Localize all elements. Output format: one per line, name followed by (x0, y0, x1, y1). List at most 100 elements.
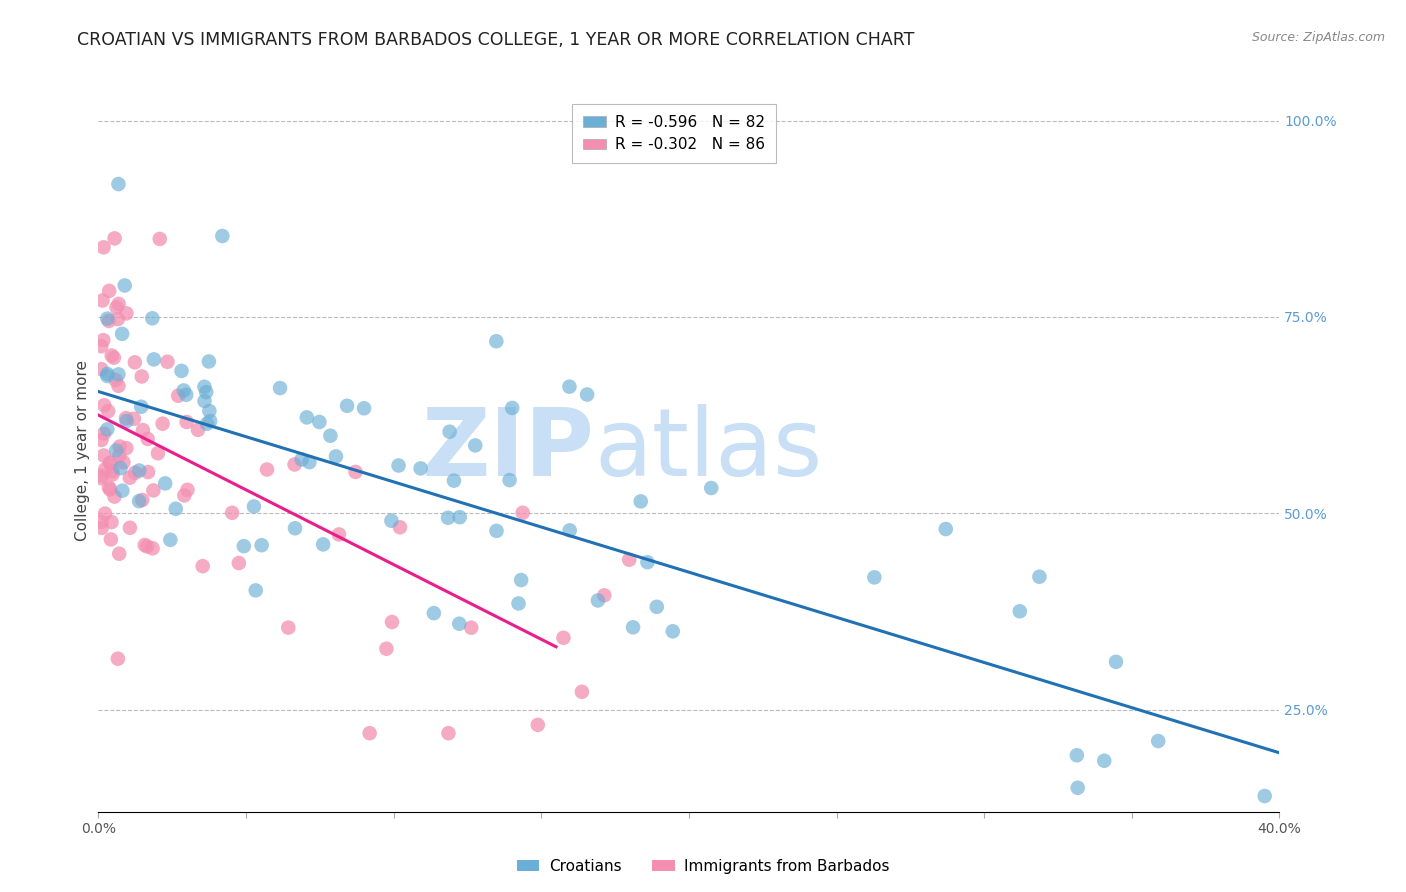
Point (1254, 789, 1277, 803)
Point (195, 417, 218, 431)
Point (103, 351, 125, 365)
Point (283, 458, 305, 472)
Point (700, 481, 723, 495)
Point (174, 388, 197, 402)
Point (198, 404, 221, 418)
Point (100, 456, 122, 470)
Text: Source: ZipAtlas.com: Source: ZipAtlas.com (1251, 31, 1385, 45)
Point (510, 573, 533, 587)
Point (228, 556, 250, 570)
Point (526, 718, 548, 732)
Point (134, 538, 156, 552)
Point (409, 461, 432, 475)
Point (593, 588, 616, 602)
Point (256, 462, 278, 476)
Point (155, 476, 177, 491)
Point (142, 352, 165, 367)
Point (131, 493, 153, 508)
Point (90, 362, 112, 376)
Point (104, 231, 127, 245)
Point (107, 312, 129, 326)
Point (101, 464, 124, 478)
Point (558, 379, 581, 393)
Point (173, 384, 195, 398)
Y-axis label: College, 1 year or more: College, 1 year or more (75, 360, 90, 541)
Point (1008, 604, 1031, 618)
Point (136, 465, 159, 479)
Point (250, 538, 273, 552)
Point (863, 570, 886, 584)
Point (187, 423, 209, 437)
Point (498, 473, 520, 487)
Legend: Croatians, Immigrants from Barbados: Croatians, Immigrants from Barbados (510, 853, 896, 880)
Point (136, 540, 159, 554)
Point (100, 533, 122, 547)
Point (191, 559, 214, 574)
Point (269, 381, 291, 395)
Point (105, 301, 128, 315)
Point (485, 334, 508, 349)
Point (156, 355, 179, 369)
Point (96, 367, 118, 381)
Point (1105, 655, 1128, 669)
Text: ZIP: ZIP (422, 404, 595, 497)
Point (380, 514, 402, 528)
Point (243, 500, 266, 514)
Point (98, 481, 121, 495)
Point (553, 631, 575, 645)
Point (90, 433, 112, 447)
Point (336, 399, 359, 413)
Point (485, 524, 508, 538)
Point (115, 411, 138, 425)
Point (221, 506, 243, 520)
Point (558, 524, 581, 538)
Point (128, 494, 150, 508)
Point (152, 417, 174, 431)
Point (103, 490, 125, 504)
Point (115, 306, 138, 320)
Point (586, 593, 609, 607)
Point (630, 494, 652, 508)
Point (381, 615, 404, 629)
Point (90, 515, 112, 529)
Point (96, 422, 118, 436)
Point (107, 177, 129, 191)
Point (277, 621, 299, 635)
Point (437, 726, 460, 740)
Point (388, 520, 411, 534)
Point (90, 468, 112, 483)
Point (508, 597, 530, 611)
Point (108, 547, 131, 561)
Point (167, 389, 190, 403)
Point (105, 443, 128, 458)
Point (1147, 734, 1170, 748)
Point (159, 533, 181, 547)
Point (93, 449, 115, 463)
Point (111, 326, 134, 341)
Point (110, 461, 132, 475)
Point (353, 401, 375, 416)
Point (96, 369, 118, 384)
Point (198, 354, 221, 368)
Point (619, 552, 641, 566)
Point (118, 521, 141, 535)
Point (211, 229, 233, 244)
Point (308, 415, 330, 429)
Point (104, 373, 127, 387)
Point (193, 394, 215, 409)
Point (176, 415, 198, 429)
Point (93, 240, 115, 254)
Point (129, 400, 152, 414)
Point (146, 446, 169, 460)
Point (359, 726, 381, 740)
Point (132, 423, 155, 437)
Point (464, 438, 486, 452)
Point (94, 462, 117, 476)
Point (90, 471, 112, 485)
Point (165, 501, 187, 516)
Point (501, 401, 523, 415)
Point (423, 606, 446, 620)
Point (449, 616, 471, 631)
Point (101, 467, 124, 482)
Point (107, 379, 129, 393)
